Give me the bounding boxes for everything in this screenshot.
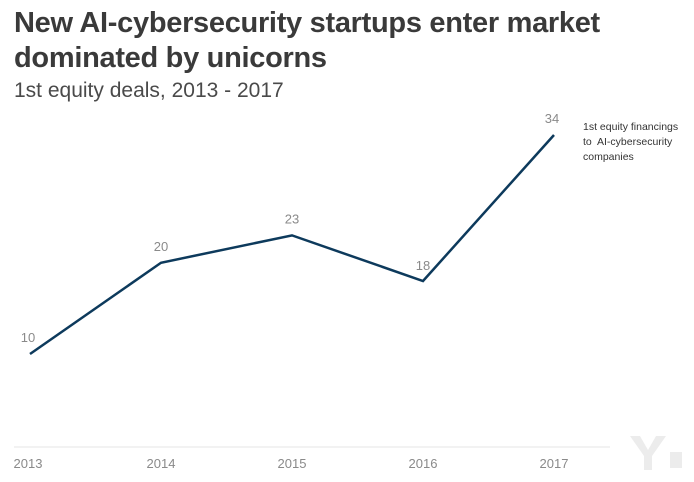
data-label: 10 (21, 330, 35, 345)
x-tick-label: 2014 (147, 456, 176, 471)
x-tick-label: 2017 (540, 456, 569, 471)
data-label: 34 (545, 111, 559, 126)
data-label: 20 (154, 239, 168, 254)
legend-line: to AI-cybersecurity (583, 136, 673, 148)
data-label: 23 (285, 211, 299, 226)
series-line (29, 134, 555, 356)
chart-subtitle: 1st equity deals, 2013 - 2017 (14, 79, 284, 102)
legend-line: companies (583, 151, 634, 163)
legend-line: 1st equity financings (583, 121, 678, 133)
x-tick-label: 2013 (14, 456, 43, 471)
data-label: 18 (416, 258, 430, 273)
data-labels: 10 20 23 18 34 (21, 111, 559, 345)
watermark-logo-icon (630, 436, 682, 470)
x-tick-label: 2015 (278, 456, 307, 471)
chart-title: New AI-cybersecurity startups enter mark… (14, 7, 600, 74)
x-tick-labels: 2013 2014 2015 2016 2017 (14, 456, 569, 471)
legend: 1st equity financings to AI-cybersecurity… (583, 121, 678, 163)
x-tick-label: 2016 (409, 456, 438, 471)
